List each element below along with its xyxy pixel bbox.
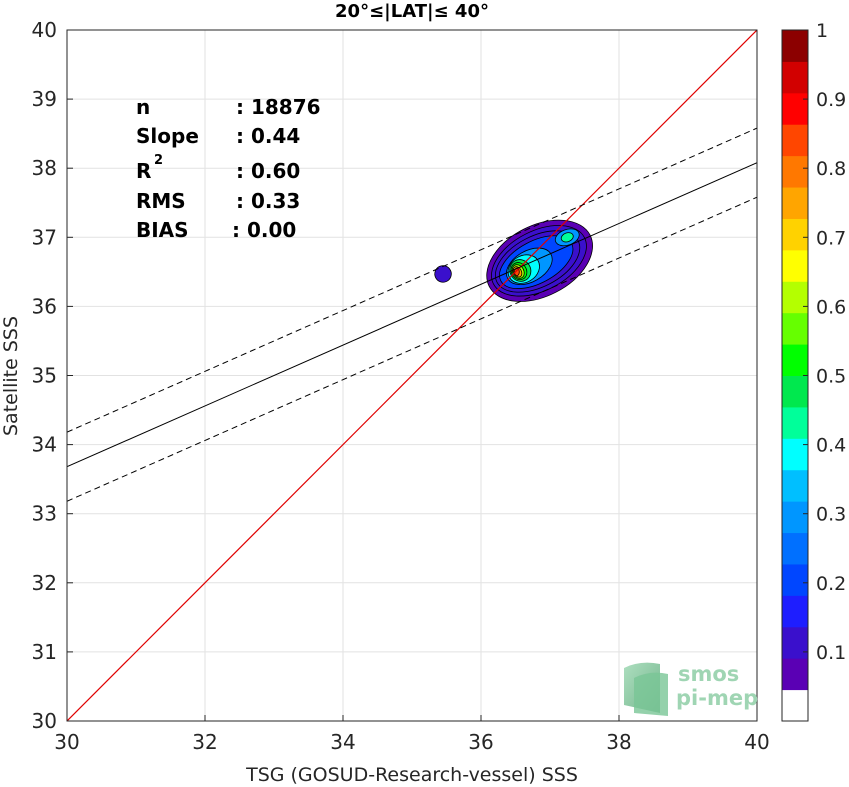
regression-lower-band: [67, 196, 757, 502]
colorbar-tick-label: 0.2: [816, 573, 846, 595]
y-tick-label: 40: [32, 18, 57, 42]
colorbar-tick-label: 0.7: [816, 227, 846, 249]
y-tick-label: 33: [32, 502, 57, 526]
logo-line-2: pi-mep: [676, 686, 758, 710]
y-tick-label: 39: [32, 87, 57, 111]
x-tick-label: 36: [468, 730, 493, 754]
stats-box: n : 18876 Slope : 0.44 R 2 : 0.60 RMS : …: [136, 95, 321, 242]
stat-rms-label: RMS: [136, 189, 186, 213]
colorbar-tick-label: 0.5: [816, 366, 846, 388]
x-tick-label: 34: [330, 730, 355, 754]
x-tick-label: 38: [606, 730, 631, 754]
colorbar-segment: [782, 249, 808, 282]
colorbar-tick-label: 0.1: [816, 642, 846, 664]
colorbar-segment: [782, 30, 808, 62]
colorbar-tick-label: 0.6: [816, 296, 846, 318]
stat-bias-label: BIAS: [136, 218, 189, 242]
x-axis-label: TSG (GOSUD-Research-vessel) SSS: [245, 764, 578, 786]
colorbar-segment: [782, 532, 808, 565]
colorbar-segment: [782, 501, 808, 534]
y-tick-label: 38: [32, 156, 57, 180]
stat-slope-value: : 0.44: [236, 124, 300, 148]
colorbar-segment: [782, 281, 808, 314]
colorbar-segment: [782, 218, 808, 251]
stat-rms-value: : 0.33: [236, 189, 300, 213]
colorbar-segment: [782, 187, 808, 219]
stat-r2-value: : 0.60: [236, 159, 300, 183]
y-tick-label: 30: [32, 709, 57, 733]
colorbar-segment: [782, 438, 808, 471]
identity-line: [67, 30, 757, 721]
y-axis: 30 31 32 33 34 35 36 37 38 39 40: [32, 18, 73, 733]
colorbar-segment: [782, 406, 808, 439]
colorbar-tick-label: 1: [816, 20, 828, 42]
x-tick-label: 32: [192, 730, 217, 754]
colorbar-segment: [782, 61, 808, 94]
y-axis-label: Satellite SSS: [0, 316, 22, 436]
colorbar-segment: [782, 563, 808, 596]
stat-r2-superscript: 2: [154, 153, 163, 168]
chart-title: 20°≤|LAT|≤ 40°: [335, 1, 489, 22]
stat-slope-label: Slope: [136, 124, 199, 148]
logo-wave-front: [634, 672, 668, 716]
y-tick-label: 35: [32, 364, 57, 388]
stat-n-value: : 18876: [236, 95, 321, 119]
y-tick-label: 34: [32, 433, 57, 457]
colorbar-segment: [782, 689, 808, 722]
colorbar-segment: [782, 375, 808, 408]
x-tick-label: 40: [744, 730, 769, 754]
y-tick-label: 36: [32, 294, 57, 318]
colorbar-segment: [782, 312, 808, 345]
colorbar-segment: [782, 92, 808, 125]
y-tick-label: 37: [32, 225, 57, 249]
stat-n-label: n: [136, 95, 150, 119]
logo-line-1: smos: [678, 662, 739, 686]
fit-lines: [67, 30, 757, 721]
colorbar-segment: [782, 469, 808, 502]
y-tick-label: 31: [32, 640, 57, 664]
colorbar-segment: [782, 124, 808, 157]
stat-bias-value: : 0.00: [232, 218, 296, 242]
colorbar-tick-label: 0.4: [816, 435, 846, 457]
x-axis: 30 32 34 36 38 40: [54, 715, 770, 754]
density-contour-isolated: [434, 265, 452, 283]
colorbar-tick-label: 0.3: [816, 504, 846, 526]
colorbar: 0.1 0.2 0.3 0.4 0.5 0.6 0.7 0.8 0.9 1: [781, 20, 846, 722]
grid: [66, 29, 758, 722]
regression-line: [67, 162, 757, 468]
colorbar-tick-label: 0.8: [816, 158, 846, 180]
colorbar-segment: [782, 344, 808, 376]
colorbar-segment: [782, 658, 808, 691]
x-tick-label: 30: [54, 730, 79, 754]
y-tick-label: 32: [32, 571, 57, 595]
colorbar-segment: [782, 626, 808, 659]
stat-r2-label: R: [136, 159, 151, 183]
colorbar-segment: [782, 155, 808, 188]
regression-upper-band: [67, 127, 757, 433]
density-contour-secondary: [560, 232, 574, 243]
colorbar-tick-label: 0.9: [816, 89, 846, 111]
colorbar-segment: [782, 595, 808, 628]
smos-pi-mep-logo: smos pi-mep: [624, 662, 758, 716]
